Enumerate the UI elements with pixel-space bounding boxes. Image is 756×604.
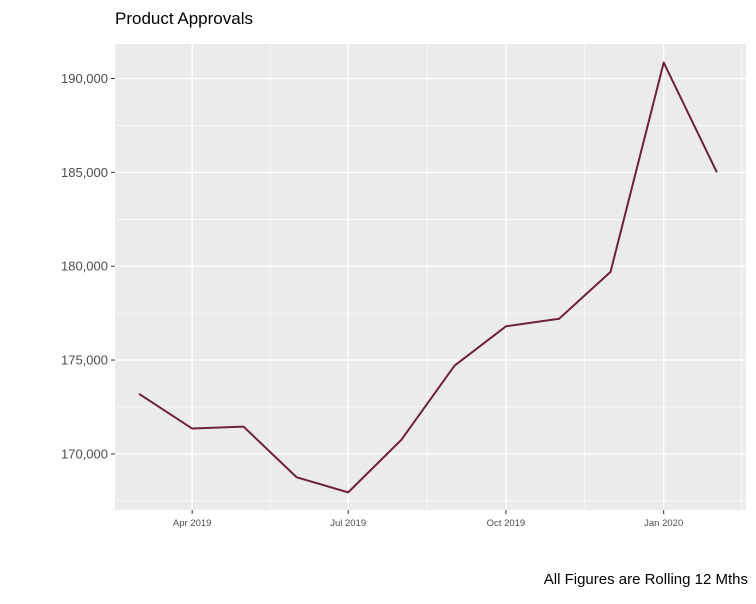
series-line [138,61,718,494]
data-point [296,476,298,478]
data-point [610,271,612,273]
data-point [558,318,560,320]
x-axis: Apr 2019 Jul 2019 Oct 2019 Jan 2020 [173,510,683,529]
y-tick-label: 190,000 [61,71,108,86]
x-tick-label: Jul 2019 [330,518,366,529]
y-tick-label: 170,000 [61,446,108,461]
chart-title: Product Approvals [115,9,253,28]
x-tick-label: Oct 2019 [487,518,526,529]
data-point [347,491,349,493]
data-point [505,325,507,327]
y-axis: 170,000 175,000 180,000 185,000 190,000 [61,71,115,461]
data-point [138,393,140,395]
data-point [454,365,456,367]
x-tick-label: Apr 2019 [173,518,212,529]
x-tick-label: Jan 2020 [644,518,683,529]
minor-gridlines [115,44,746,510]
data-point [243,426,245,428]
chart-caption: All Figures are Rolling 12 Mths [543,571,748,588]
plot-panel [115,44,746,510]
data-point [663,62,665,64]
y-tick-label: 180,000 [61,259,108,274]
data-point [191,428,193,430]
y-tick-label: 185,000 [61,165,108,180]
major-gridlines [115,44,746,510]
data-point [400,439,402,441]
y-tick-label: 175,000 [61,353,108,368]
data-point [716,171,718,173]
